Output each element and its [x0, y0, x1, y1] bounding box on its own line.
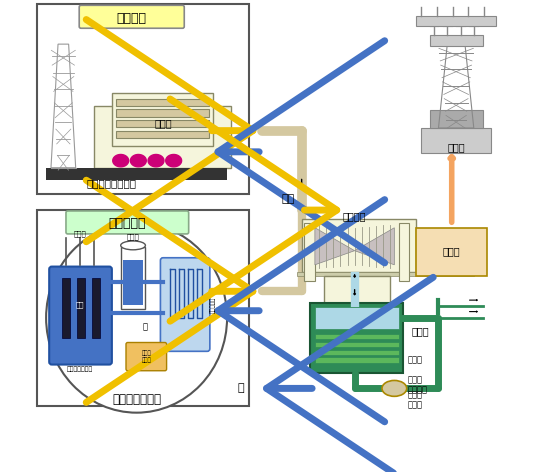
Bar	[116, 120, 209, 127]
Text: 石炭、石油の燃焼: 石炭、石油の燃焼	[87, 178, 137, 189]
FancyBboxPatch shape	[66, 211, 189, 234]
FancyBboxPatch shape	[160, 258, 210, 351]
Text: 火力発電: 火力発電	[116, 12, 147, 25]
Bar	[304, 223, 315, 281]
Bar	[310, 303, 403, 373]
Text: 蒸気発生器: 蒸気発生器	[210, 296, 215, 312]
Text: 復水器: 復水器	[412, 326, 430, 336]
Bar	[430, 35, 483, 46]
Bar	[324, 276, 390, 303]
Bar	[61, 278, 70, 338]
Ellipse shape	[121, 241, 145, 250]
Text: 発電機: 発電機	[443, 246, 461, 257]
Bar	[399, 223, 409, 281]
Text: ボイラ: ボイラ	[154, 118, 172, 128]
Bar	[46, 168, 227, 180]
Text: 原子力発電: 原子力発電	[108, 217, 145, 230]
FancyBboxPatch shape	[79, 5, 184, 28]
Bar	[92, 278, 101, 338]
Bar	[421, 128, 492, 153]
Polygon shape	[315, 228, 354, 265]
FancyBboxPatch shape	[126, 343, 166, 371]
Text: 冷却水
（海水）: 冷却水 （海水）	[408, 375, 427, 395]
Bar	[416, 228, 487, 276]
Polygon shape	[166, 154, 181, 167]
Bar	[315, 350, 399, 355]
Ellipse shape	[382, 380, 406, 396]
Ellipse shape	[46, 223, 227, 413]
Text: ウランの核分裂: ウランの核分裂	[112, 393, 161, 406]
Bar	[416, 16, 496, 26]
Text: 水: 水	[143, 322, 148, 331]
Bar	[315, 307, 399, 329]
Polygon shape	[131, 154, 147, 167]
Bar	[121, 247, 145, 309]
Text: 循環水
ポンプ: 循環水 ポンプ	[408, 390, 422, 410]
Polygon shape	[113, 154, 129, 167]
Text: 水: 水	[238, 383, 244, 393]
Bar	[76, 278, 85, 338]
Bar	[112, 93, 213, 146]
Text: 制御棒: 制御棒	[74, 230, 86, 236]
FancyBboxPatch shape	[49, 267, 112, 364]
Bar	[301, 219, 416, 272]
Bar	[315, 342, 399, 347]
Text: 変圧器: 変圧器	[447, 143, 465, 152]
Bar	[116, 99, 209, 106]
Bar	[298, 272, 474, 276]
Text: 燃料: 燃料	[76, 301, 85, 308]
Text: 原子炉圧力容器: 原子炉圧力容器	[67, 366, 93, 372]
Bar	[37, 4, 249, 194]
Text: 冷却材
ポンプ: 冷却材 ポンプ	[142, 351, 151, 362]
Bar	[116, 110, 209, 117]
Bar	[315, 357, 399, 363]
Bar	[116, 131, 209, 138]
Polygon shape	[354, 228, 394, 265]
Text: 温排水: 温排水	[408, 355, 422, 365]
Text: 加圧器: 加圧器	[127, 233, 139, 240]
Bar	[37, 210, 249, 406]
Bar	[94, 106, 231, 168]
Text: タービン: タービン	[343, 211, 367, 221]
Bar	[123, 261, 143, 304]
Bar	[430, 110, 483, 128]
Text: 蒸気: 蒸気	[282, 194, 295, 203]
Polygon shape	[148, 154, 164, 167]
Bar	[315, 334, 399, 339]
